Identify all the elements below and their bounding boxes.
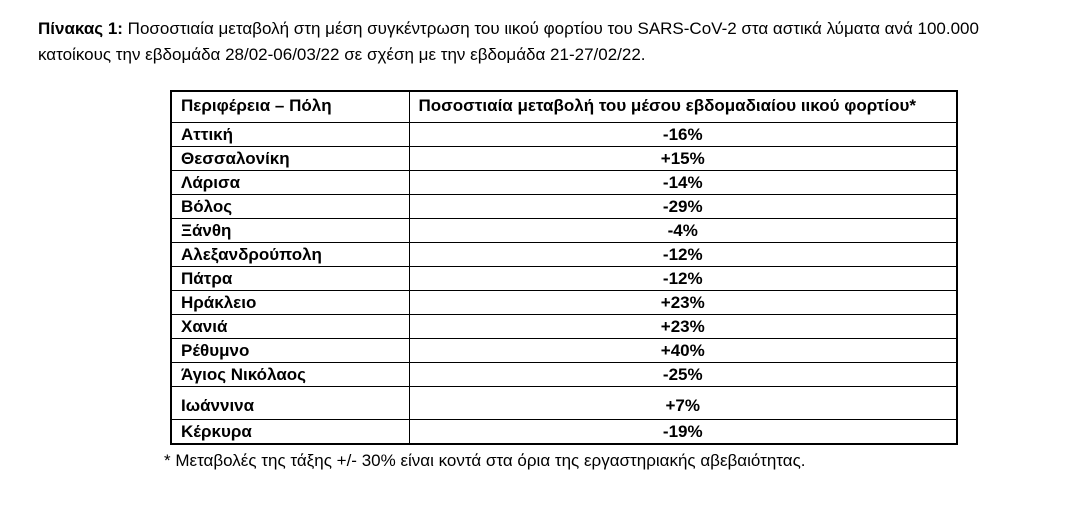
table-row: Αττική -16% <box>170 122 958 147</box>
region-city-cell: Θεσσαλονίκη <box>170 146 410 171</box>
table-row: Ρέθυμνο +40% <box>170 338 958 363</box>
table-footnote: * Μεταβολές της τάξης +/- 30% είναι κοντ… <box>164 451 806 470</box>
region-city-cell: Λάρισα <box>170 170 410 195</box>
table-header-row: Περιφέρεια – Πόλη Ποσοστιαία μεταβολή το… <box>170 90 958 123</box>
table-row: Θεσσαλονίκη +15% <box>170 146 958 171</box>
percent-change-cell: -4% <box>408 218 958 243</box>
table-row: Ιωάννινα +7% <box>170 386 958 420</box>
table-row: Βόλος -29% <box>170 194 958 219</box>
table-row: Λάρισα -14% <box>170 170 958 195</box>
percent-change-cell: +7% <box>408 386 958 420</box>
region-city-cell: Ιωάννινα <box>170 386 410 420</box>
region-city-cell: Ρέθυμνο <box>170 338 410 363</box>
region-city-cell: Αλεξανδρούπολη <box>170 242 410 267</box>
percent-change-cell: +40% <box>408 338 958 363</box>
percent-change-cell: -16% <box>408 122 958 147</box>
column-header-region-city: Περιφέρεια – Πόλη <box>170 90 410 123</box>
region-city-cell: Αττική <box>170 122 410 147</box>
percent-change-cell: -25% <box>408 362 958 387</box>
region-city-cell: Βόλος <box>170 194 410 219</box>
percent-change-cell: -14% <box>408 170 958 195</box>
region-city-cell: Χανιά <box>170 314 410 339</box>
table-title-text: Ποσοστιαία μεταβολή στη μέση συγκέντρωση… <box>38 19 979 64</box>
table-row: Ηράκλειο +23% <box>170 290 958 315</box>
percent-change-cell: -19% <box>408 419 958 445</box>
region-city-cell: Ηράκλειο <box>170 290 410 315</box>
column-header-percent-change: Ποσοστιαία μεταβολή του μέσου εβδομαδιαί… <box>408 90 958 123</box>
region-city-cell: Άγιος Νικόλαος <box>170 362 410 387</box>
percent-change-cell: -29% <box>408 194 958 219</box>
table-row: Χανιά +23% <box>170 314 958 339</box>
region-city-cell: Ξάνθη <box>170 218 410 243</box>
viral-load-change-table: Περιφέρεια – Πόλη Ποσοστιαία μεταβολή το… <box>170 90 958 445</box>
percent-change-cell: +15% <box>408 146 958 171</box>
table-row: Κέρκυρα -19% <box>170 419 958 445</box>
table-row: Πάτρα -12% <box>170 266 958 291</box>
table-number-label: Πίνακας 1: <box>38 19 123 38</box>
percent-change-cell: +23% <box>408 290 958 315</box>
percent-change-cell: -12% <box>408 242 958 267</box>
data-table-container: Περιφέρεια – Πόλη Ποσοστιαία μεταβολή το… <box>170 90 1089 445</box>
document-title: Πίνακας 1: Ποσοστιαία μεταβολή στη μέση … <box>38 16 1052 68</box>
region-city-cell: Πάτρα <box>170 266 410 291</box>
table-row: Ξάνθη -4% <box>170 218 958 243</box>
region-city-cell: Κέρκυρα <box>170 419 410 445</box>
percent-change-cell: -12% <box>408 266 958 291</box>
table-row: Αλεξανδρούπολη -12% <box>170 242 958 267</box>
percent-change-cell: +23% <box>408 314 958 339</box>
table-row: Άγιος Νικόλαος -25% <box>170 362 958 387</box>
